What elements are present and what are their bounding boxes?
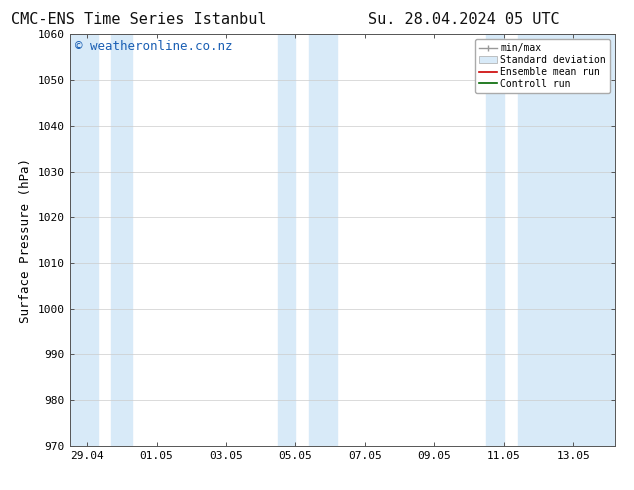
Bar xyxy=(518,34,615,446)
Bar xyxy=(278,34,295,446)
Text: CMC-ENS Time Series Istanbul: CMC-ENS Time Series Istanbul xyxy=(11,12,266,27)
Bar xyxy=(486,34,504,446)
Y-axis label: Surface Pressure (hPa): Surface Pressure (hPa) xyxy=(19,158,32,322)
Legend: min/max, Standard deviation, Ensemble mean run, Controll run: min/max, Standard deviation, Ensemble me… xyxy=(476,39,610,93)
Text: © weatheronline.co.nz: © weatheronline.co.nz xyxy=(75,41,233,53)
Bar xyxy=(70,34,98,446)
Bar xyxy=(309,34,337,446)
Text: Su. 28.04.2024 05 UTC: Su. 28.04.2024 05 UTC xyxy=(368,12,559,27)
Bar xyxy=(112,34,133,446)
